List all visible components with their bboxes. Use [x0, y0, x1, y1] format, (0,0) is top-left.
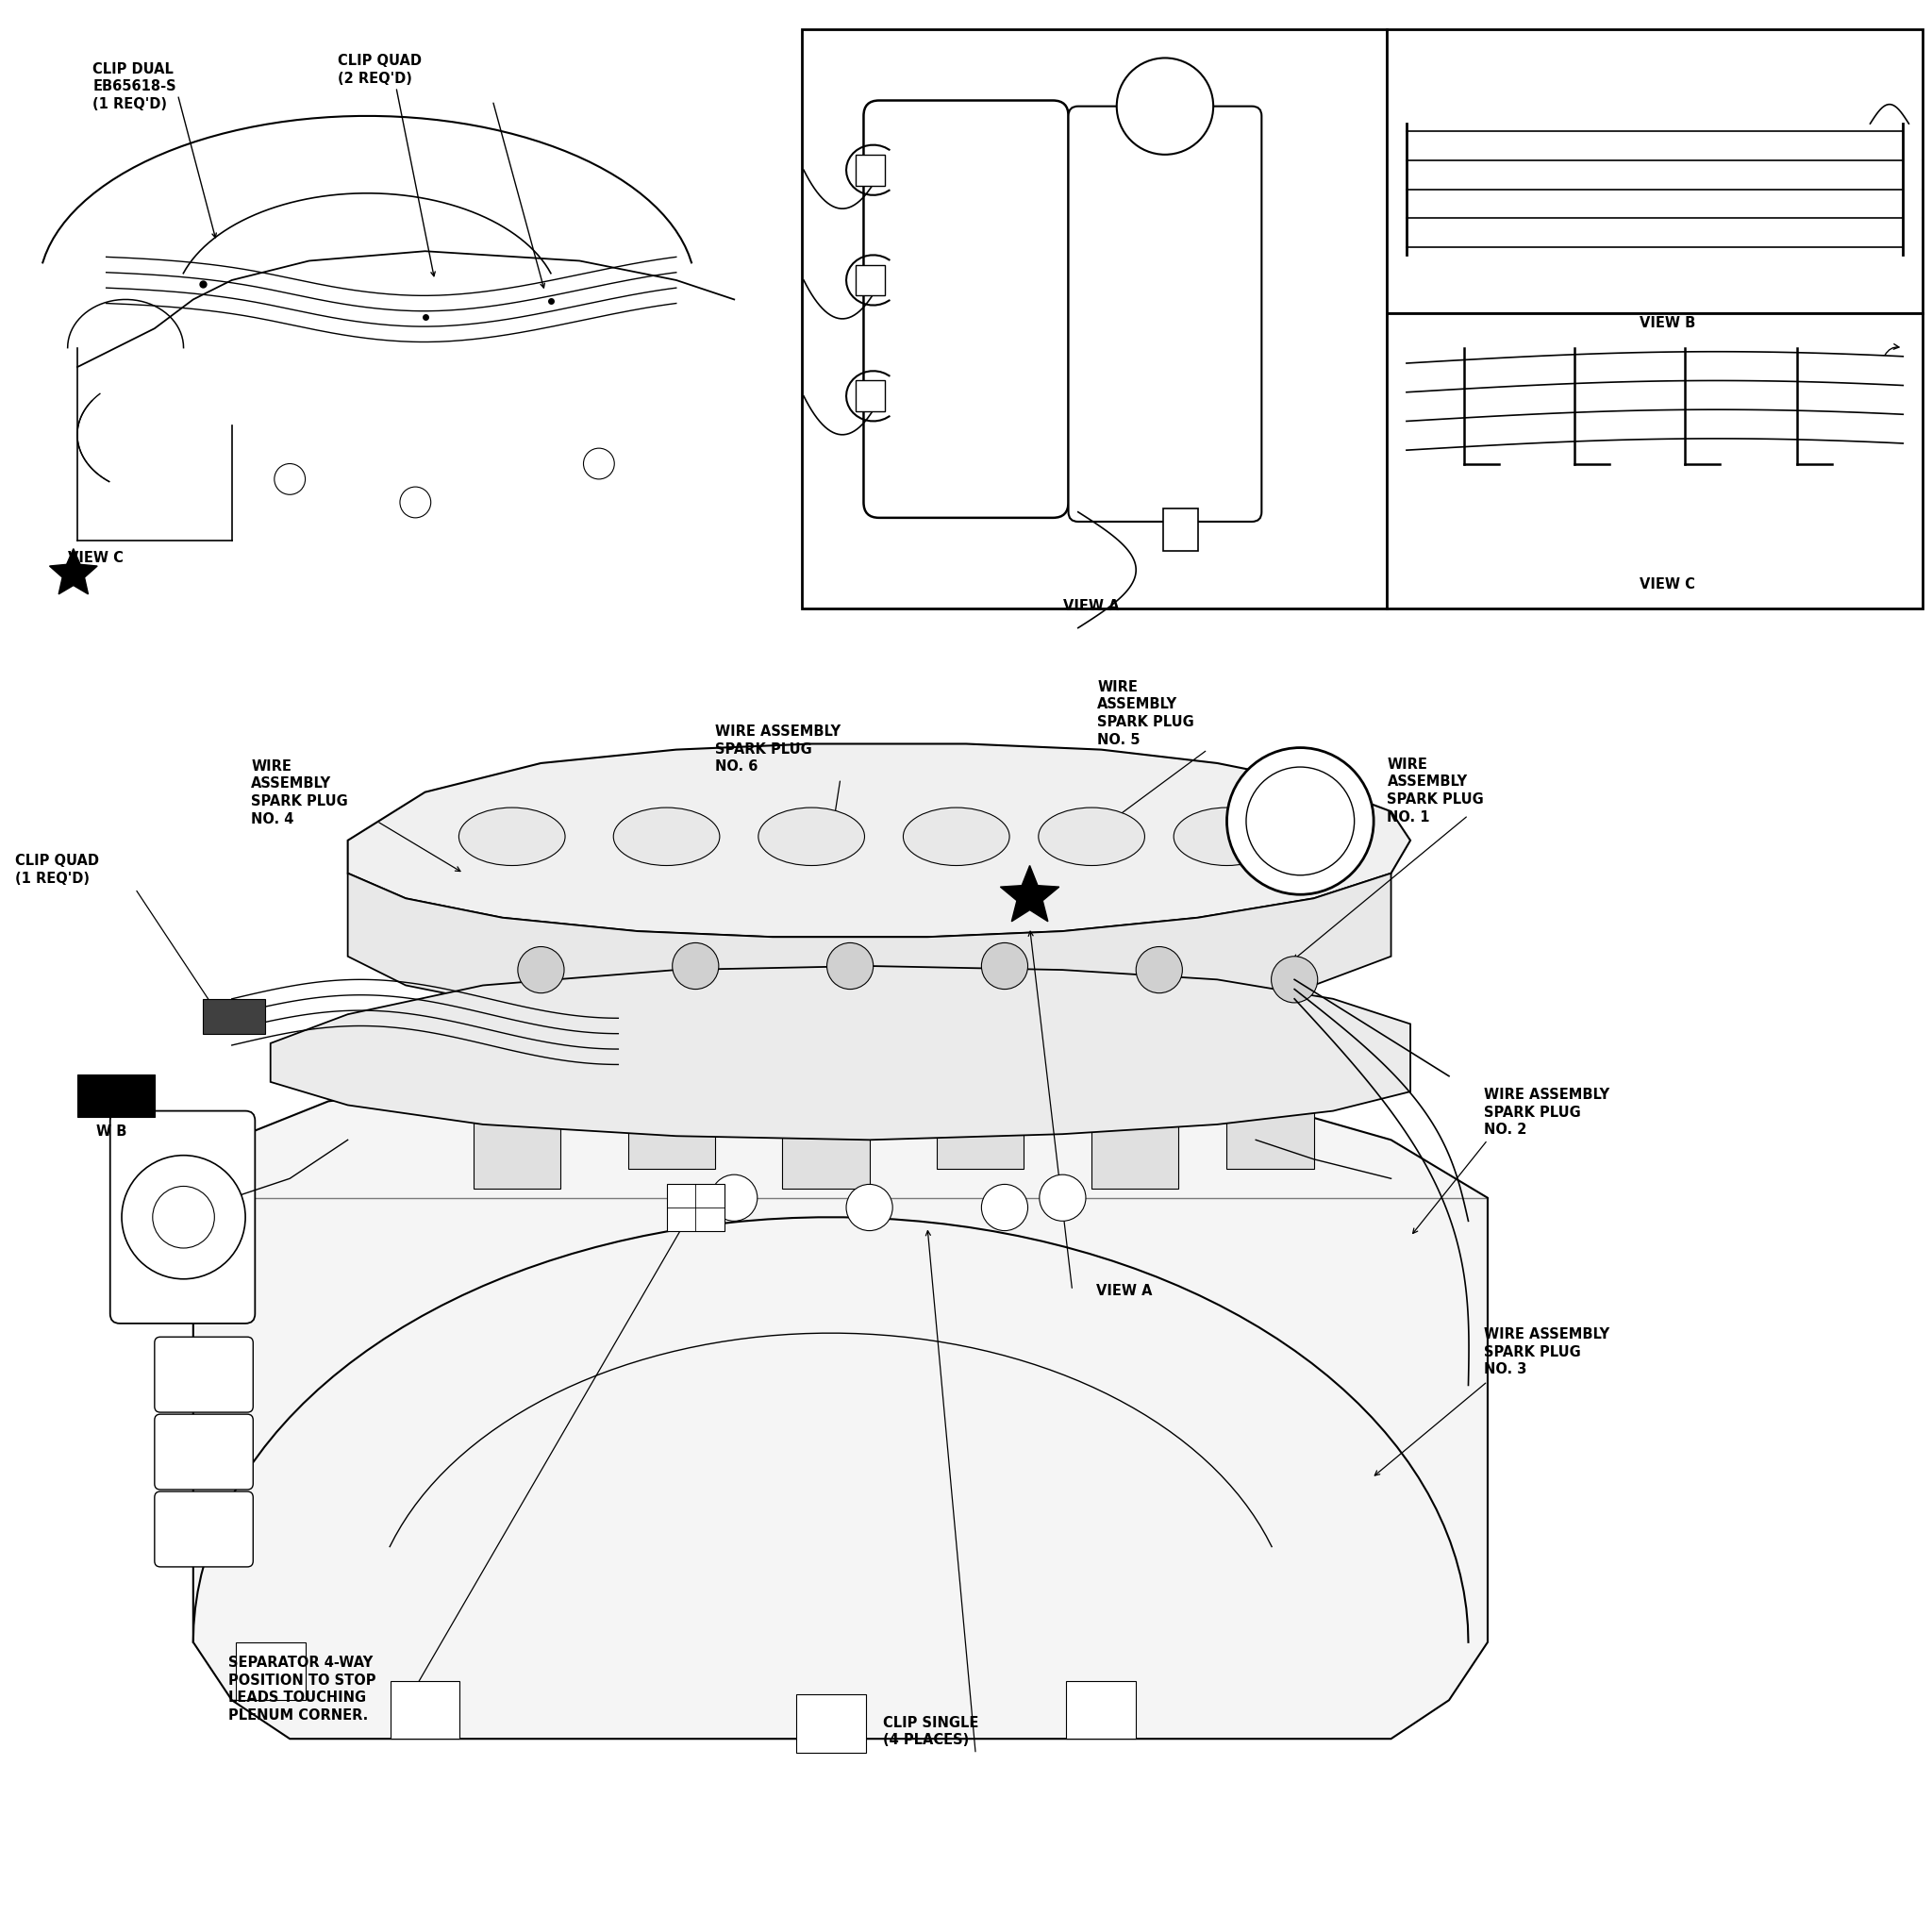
- Text: WIRE ASSEMBLY
SPARK PLUG
NO. 2: WIRE ASSEMBLY SPARK PLUG NO. 2: [1484, 1088, 1609, 1136]
- Circle shape: [274, 464, 305, 495]
- Bar: [782, 1014, 869, 1188]
- Circle shape: [1039, 1175, 1086, 1221]
- Text: W B: W B: [97, 1124, 128, 1138]
- Polygon shape: [348, 873, 1391, 1020]
- Polygon shape: [348, 744, 1410, 937]
- Bar: [856, 155, 885, 185]
- Ellipse shape: [902, 808, 1009, 866]
- Ellipse shape: [1039, 808, 1144, 866]
- Bar: [856, 265, 885, 296]
- Bar: [1227, 1014, 1314, 1169]
- Bar: [236, 1642, 305, 1700]
- Circle shape: [981, 1184, 1028, 1231]
- Circle shape: [1117, 58, 1213, 155]
- Circle shape: [827, 943, 873, 989]
- Bar: [937, 1014, 1024, 1169]
- Bar: [802, 29, 1387, 609]
- Text: VIEW B: VIEW B: [1640, 317, 1694, 330]
- Bar: [1387, 29, 1922, 313]
- Bar: [1092, 1014, 1179, 1188]
- Bar: [1066, 1681, 1136, 1739]
- Bar: [796, 1694, 866, 1752]
- Text: CLIP DUAL
EB65618-S
(1 REQ'D): CLIP DUAL EB65618-S (1 REQ'D): [93, 62, 176, 110]
- Text: SEPARATOR 4-WAY
POSITION TO STOP
LEADS TOUCHING
PLENUM CORNER.: SEPARATOR 4-WAY POSITION TO STOP LEADS T…: [228, 1656, 375, 1723]
- FancyBboxPatch shape: [110, 1111, 255, 1323]
- Ellipse shape: [1173, 808, 1279, 866]
- Ellipse shape: [612, 808, 719, 866]
- Bar: [1387, 313, 1922, 609]
- Bar: [1163, 508, 1198, 551]
- Circle shape: [711, 1175, 757, 1221]
- Text: CLIP SINGLE
(4 PLACES): CLIP SINGLE (4 PLACES): [883, 1716, 978, 1747]
- Text: VIEW C: VIEW C: [1640, 578, 1694, 591]
- Circle shape: [518, 947, 564, 993]
- Circle shape: [1271, 956, 1318, 1003]
- Circle shape: [672, 943, 719, 989]
- Text: WIRE
ASSEMBLY
SPARK PLUG
NO. 4: WIRE ASSEMBLY SPARK PLUG NO. 4: [251, 759, 348, 827]
- Circle shape: [846, 1184, 893, 1231]
- Circle shape: [981, 943, 1028, 989]
- FancyBboxPatch shape: [155, 1337, 253, 1412]
- Circle shape: [1227, 748, 1374, 895]
- Bar: [628, 1014, 715, 1169]
- Circle shape: [1246, 767, 1354, 875]
- Circle shape: [583, 448, 614, 479]
- Bar: [203, 999, 265, 1034]
- Circle shape: [153, 1186, 214, 1248]
- Bar: [856, 381, 885, 412]
- Bar: [390, 1681, 460, 1739]
- Polygon shape: [50, 549, 97, 595]
- Text: VIEW A: VIEW A: [1095, 1285, 1153, 1298]
- Bar: [667, 1184, 724, 1231]
- Text: CLIP QUAD
(1 REQ'D): CLIP QUAD (1 REQ'D): [15, 854, 99, 885]
- Text: VIEW A: VIEW A: [1063, 599, 1121, 612]
- Text: CLIP QUAD
(2 REQ'D): CLIP QUAD (2 REQ'D): [338, 54, 421, 85]
- Polygon shape: [1001, 866, 1059, 922]
- Bar: [473, 1014, 560, 1188]
- Polygon shape: [193, 1066, 1488, 1739]
- Circle shape: [1136, 947, 1182, 993]
- Text: WIRE ASSEMBLY
SPARK PLUG
NO. 3: WIRE ASSEMBLY SPARK PLUG NO. 3: [1484, 1327, 1609, 1376]
- FancyBboxPatch shape: [1068, 106, 1262, 522]
- FancyBboxPatch shape: [155, 1414, 253, 1490]
- Text: WIRE
ASSEMBLY
SPARK PLUG
NO. 5: WIRE ASSEMBLY SPARK PLUG NO. 5: [1097, 680, 1194, 748]
- Text: WIRE
ASSEMBLY
SPARK PLUG
NO. 1: WIRE ASSEMBLY SPARK PLUG NO. 1: [1387, 757, 1484, 825]
- Circle shape: [400, 487, 431, 518]
- Text: WIRE ASSEMBLY
SPARK PLUG
NO. 6: WIRE ASSEMBLY SPARK PLUG NO. 6: [715, 724, 840, 773]
- Polygon shape: [270, 966, 1410, 1140]
- Ellipse shape: [460, 808, 566, 866]
- FancyBboxPatch shape: [155, 1492, 253, 1567]
- Circle shape: [122, 1155, 245, 1279]
- FancyBboxPatch shape: [864, 100, 1068, 518]
- Ellipse shape: [757, 808, 866, 866]
- Bar: [77, 1074, 155, 1117]
- Text: VIEW C: VIEW C: [68, 551, 124, 564]
